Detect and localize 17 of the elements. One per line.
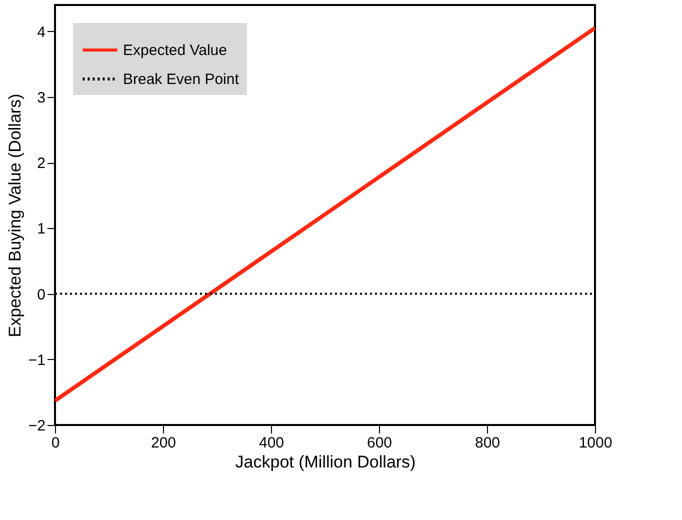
y-tick-label: −1 [28,352,46,369]
y-tick-label: 3 [37,89,46,106]
y-tick-label: 2 [37,155,46,172]
y-axis-title: Expected Buying Value (Dollars) [5,94,24,338]
y-tick-label: 0 [37,286,46,304]
x-tick-label: 400 [258,434,284,452]
x-axis-title: Jackpot (Million Dollars) [235,452,416,472]
x-tick-label: 800 [474,434,500,452]
y-tick-label: −2 [28,418,46,434]
x-tick-label: 0 [51,434,60,452]
x-tick-label: 1000 [578,434,612,452]
legend-label: Expected Value [123,42,227,59]
legend-label: Break Even Point [123,71,240,88]
y-tick-label: 4 [37,24,46,41]
y-tick-label: 1 [37,220,46,238]
x-tick-label: 600 [366,434,392,452]
x-tick-label: 200 [150,434,176,452]
